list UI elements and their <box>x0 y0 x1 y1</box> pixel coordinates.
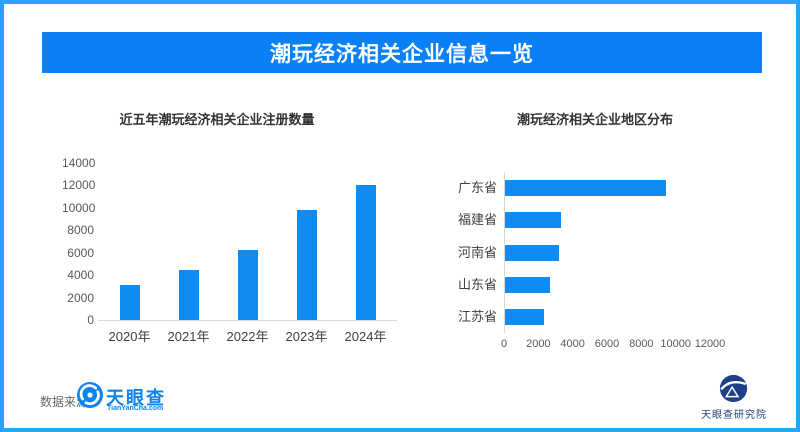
x-tick-label: 0 <box>500 338 508 350</box>
x-tick-label: 10000 <box>660 338 691 350</box>
bar-2024年 <box>355 185 376 320</box>
bar-江苏省 <box>505 308 544 325</box>
bar-2021年 <box>178 269 199 320</box>
x-category-label: 2020年 <box>108 329 151 344</box>
y-category-label: 江苏省 <box>457 308 497 324</box>
bar-2020年 <box>119 285 140 320</box>
header-banner: 潮玩经济相关企业信息一览 <box>42 32 762 73</box>
registrations-chart: 近五年潮玩经济相关企业注册数量 0 2000 4000 6000 8000 10000 12… <box>62 105 402 360</box>
y-category-label: 山东省 <box>457 276 497 292</box>
distribution-chart: 潮玩经济相关企业地区分布 广东省福建省河南省山东省江苏省 0 2000 4000 600… <box>435 105 765 360</box>
bar-山东省 <box>505 276 550 293</box>
y-tick-label: 4000 <box>67 268 94 283</box>
y-category-label: 福建省 <box>457 212 497 228</box>
x-tick-label: 2000 <box>526 338 551 350</box>
y-category-label: 广东省 <box>457 180 497 196</box>
research-institute-label: 天眼查研究院 <box>701 410 767 421</box>
x-axis-line <box>98 320 397 321</box>
x-tick-label: 12000 <box>694 338 726 350</box>
y-tick-label: 0 <box>87 313 94 327</box>
bar-2023年 <box>296 210 317 320</box>
registrations-chart-title: 近五年潮玩经济相关企业注册数量 <box>119 112 315 127</box>
x-category-label: 2023年 <box>285 329 328 344</box>
y-tick-label: 14000 <box>62 156 96 170</box>
bar-河南省 <box>505 244 560 261</box>
tianyancha-logo-text: 天眼查 <box>106 388 166 408</box>
registrations-chart-plot: 0 2000 4000 6000 8000 10000 12000 14000 2020年 202… <box>62 105 402 360</box>
bar-福建省 <box>505 212 561 229</box>
page-title: 潮玩经济相关企业信息一览 <box>270 42 534 66</box>
y-axis-line <box>504 172 505 333</box>
distribution-chart-title: 潮玩经济相关企业地区分布 <box>516 112 673 127</box>
bar-广东省 <box>505 180 667 197</box>
x-category-label: 2021年 <box>167 329 210 344</box>
bar-2022年 <box>237 250 258 320</box>
x-tick-label: 8000 <box>629 338 654 350</box>
x-tick-label: 4000 <box>560 338 585 350</box>
y-tick-label: 8000 <box>67 223 94 238</box>
y-tick-label: 2000 <box>67 290 94 305</box>
x-category-label: 2024年 <box>344 329 387 344</box>
x-tick-label: 6000 <box>594 338 620 350</box>
y-category-label: 河南省 <box>457 244 497 260</box>
y-tick-label: 6000 <box>67 245 94 260</box>
y-tick-label: 12000 <box>62 178 96 193</box>
distribution-chart-plot: 广东省福建省河南省山东省江苏省 0 2000 4000 6000 8000 10000 120… <box>435 105 765 360</box>
research-institute-logo-icon <box>719 374 748 403</box>
tianyancha-logo-icon <box>77 382 103 408</box>
tianyancha-logo-subtext: TianYanCha.com <box>107 405 164 412</box>
x-category-label: 2022年 <box>226 329 269 344</box>
y-tick-label: 10000 <box>62 200 96 215</box>
